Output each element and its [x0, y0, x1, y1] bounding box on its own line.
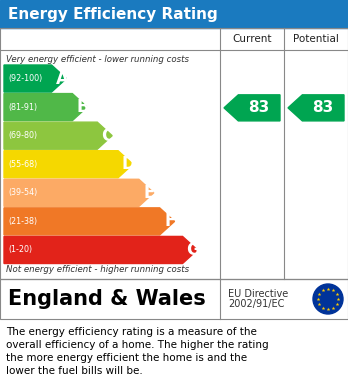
Text: (39-54): (39-54)	[8, 188, 37, 197]
Text: EU Directive: EU Directive	[228, 289, 288, 299]
Text: Current: Current	[232, 34, 272, 44]
Polygon shape	[4, 122, 112, 149]
Polygon shape	[4, 208, 175, 235]
Text: D: D	[121, 155, 135, 173]
Text: (1-20): (1-20)	[8, 246, 32, 255]
Text: G: G	[186, 241, 200, 259]
Text: lower the fuel bills will be.: lower the fuel bills will be.	[6, 366, 143, 376]
Polygon shape	[4, 93, 87, 121]
Text: (69-80): (69-80)	[8, 131, 37, 140]
Text: B: B	[77, 98, 89, 116]
Text: C: C	[102, 127, 114, 145]
Text: Energy Efficiency Rating: Energy Efficiency Rating	[8, 7, 218, 22]
Text: Very energy efficient - lower running costs: Very energy efficient - lower running co…	[6, 56, 189, 65]
Text: A: A	[55, 70, 68, 88]
Bar	[0, 28, 348, 279]
Text: 83: 83	[248, 100, 270, 115]
Polygon shape	[4, 179, 154, 206]
Text: (92-100): (92-100)	[8, 74, 42, 83]
Text: 2002/91/EC: 2002/91/EC	[228, 299, 284, 309]
Text: E: E	[144, 184, 155, 202]
Polygon shape	[288, 95, 344, 121]
Polygon shape	[4, 237, 197, 264]
Text: F: F	[164, 212, 176, 230]
Text: overall efficiency of a home. The higher the rating: overall efficiency of a home. The higher…	[6, 340, 269, 350]
Text: Not energy efficient - higher running costs: Not energy efficient - higher running co…	[6, 265, 189, 274]
Text: the more energy efficient the home is and the: the more energy efficient the home is an…	[6, 353, 247, 363]
Polygon shape	[4, 65, 66, 92]
Text: 83: 83	[313, 100, 334, 115]
Text: Potential: Potential	[293, 34, 339, 44]
Text: (55-68): (55-68)	[8, 160, 37, 169]
Text: England & Wales: England & Wales	[8, 289, 206, 309]
Polygon shape	[4, 151, 133, 178]
Text: (21-38): (21-38)	[8, 217, 37, 226]
Bar	[0, 0, 348, 28]
Circle shape	[313, 284, 343, 314]
Text: (81-91): (81-91)	[8, 102, 37, 111]
Polygon shape	[224, 95, 280, 121]
Bar	[0, 279, 348, 319]
Text: The energy efficiency rating is a measure of the: The energy efficiency rating is a measur…	[6, 327, 257, 337]
